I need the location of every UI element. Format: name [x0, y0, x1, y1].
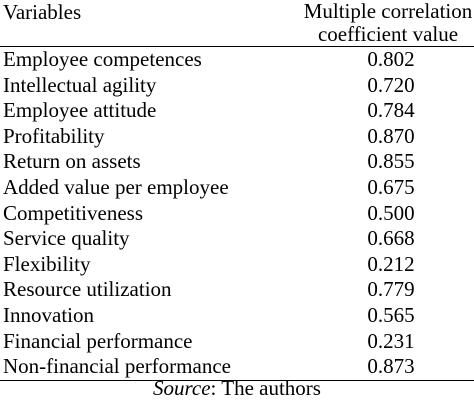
table-row: Competitiveness 0.500 [0, 201, 474, 227]
variable-cell: Return on assets [3, 149, 141, 174]
variable-cell: Intellectual agility [3, 72, 157, 97]
value-cell: 0.870 [367, 123, 415, 148]
table-row: Intellectual agility 0.720 [0, 73, 474, 99]
value-cell: 0.212 [367, 251, 415, 276]
correlation-table: Variables Multiple correlation coefficie… [0, 0, 474, 381]
header-row: Variables Multiple correlation coefficie… [0, 0, 474, 47]
value-cell: 0.855 [367, 149, 415, 174]
table-row: Return on assets 0.855 [0, 149, 474, 175]
value-cell: 0.802 [367, 47, 415, 71]
table-body: Employee competences 0.802 Intellectual … [0, 47, 474, 381]
table-header: Variables Multiple correlation coefficie… [0, 0, 474, 47]
variable-cell: Competitiveness [3, 200, 143, 225]
table-row: Employee competences 0.802 [0, 47, 474, 73]
variable-cell: Employee attitude [3, 98, 157, 123]
value-cell: 0.500 [367, 200, 415, 225]
correlation-table-container: Variables Multiple correlation coefficie… [0, 0, 474, 381]
value-cell: 0.565 [367, 302, 415, 327]
table-row: Innovation 0.565 [0, 303, 474, 329]
variable-cell: Added value per employee [3, 174, 229, 199]
source-label: Source [153, 376, 211, 400]
table-row: Added value per employee 0.675 [0, 175, 474, 201]
variable-cell: Financial performance [3, 328, 193, 353]
variable-cell: Non-financial performance [3, 354, 231, 379]
table-row: Profitability 0.870 [0, 124, 474, 150]
table-row: Non-financial performance 0.873 [0, 354, 474, 381]
variable-cell: Flexibility [3, 251, 91, 276]
variable-cell: Profitability [3, 123, 105, 148]
table-row: Flexibility 0.212 [0, 252, 474, 278]
table-row: Service quality 0.668 [0, 226, 474, 252]
value-cell: 0.720 [367, 72, 415, 97]
variable-cell: Innovation [3, 302, 94, 327]
source-text: : The authors [210, 376, 321, 400]
table-row: Resource utilization 0.779 [0, 277, 474, 303]
coefficient-column-header: Multiple correlation coefficient value [302, 0, 474, 47]
source-note: Source: The authors [0, 376, 474, 401]
value-cell: 0.873 [367, 354, 415, 379]
coefficient-header-line1: Multiple correlation [303, 0, 473, 23]
variable-cell: Resource utilization [3, 277, 172, 302]
variables-column-header: Variables [3, 0, 82, 24]
value-cell: 0.231 [367, 328, 415, 353]
table-row: Employee attitude 0.784 [0, 98, 474, 124]
value-cell: 0.675 [367, 174, 415, 199]
value-cell: 0.668 [367, 226, 415, 251]
value-cell: 0.779 [367, 277, 415, 302]
variable-cell: Service quality [3, 226, 130, 251]
coefficient-header-line2: coefficient value [317, 22, 459, 46]
table-row: Financial performance 0.231 [0, 329, 474, 355]
value-cell: 0.784 [367, 98, 415, 123]
variable-cell: Employee competences [3, 47, 202, 71]
